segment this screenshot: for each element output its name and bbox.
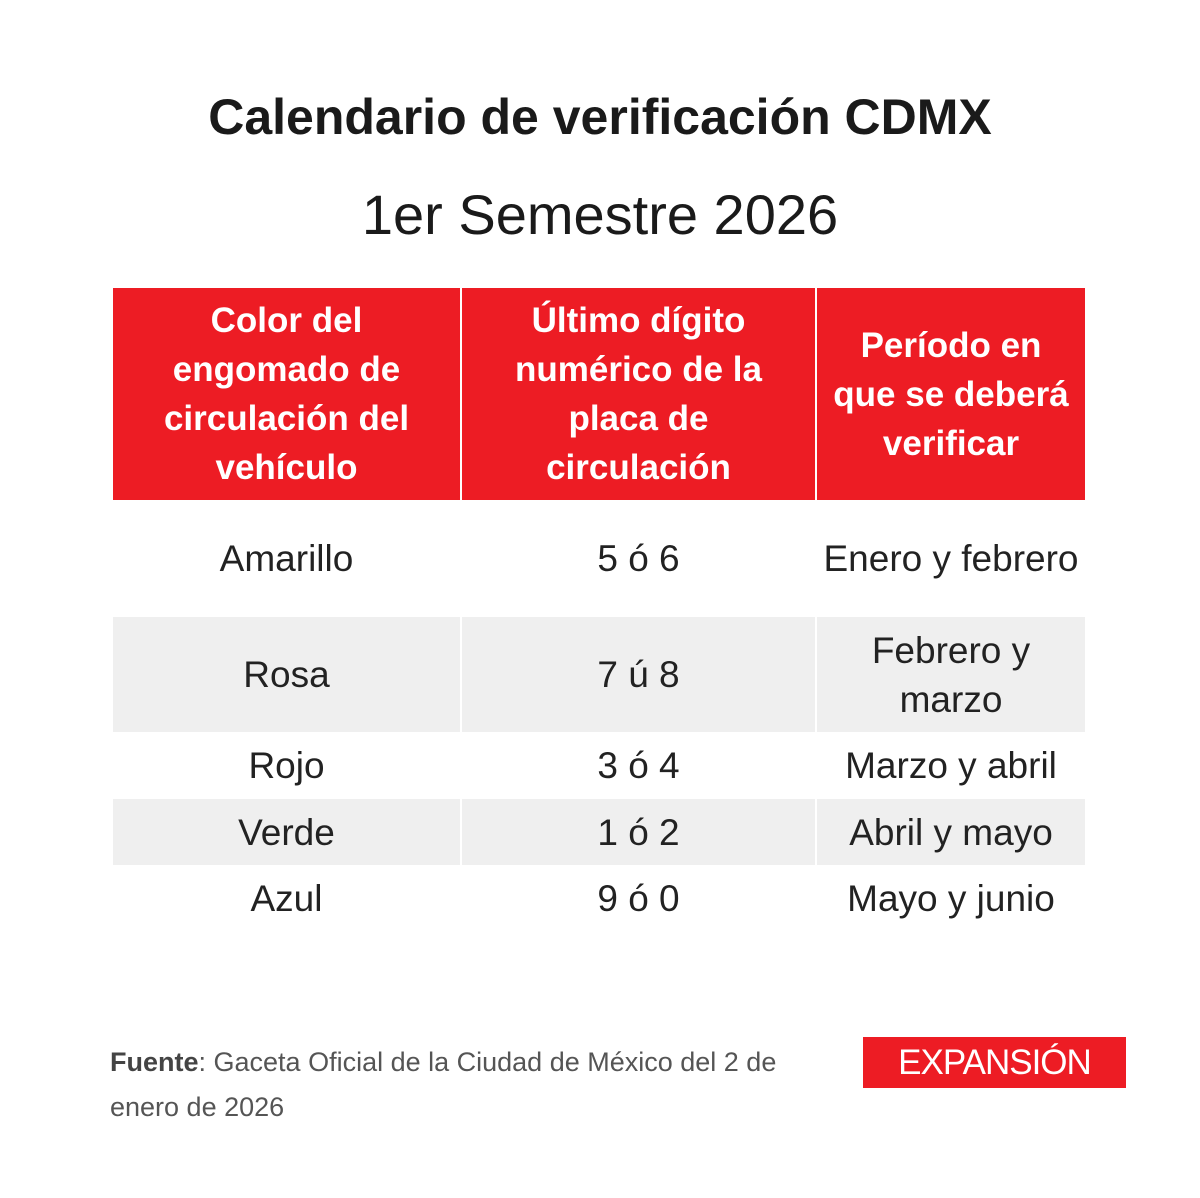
cell-digit: 5 ó 6 xyxy=(461,500,817,617)
cell-period: Enero y febrero xyxy=(823,538,1079,579)
cell-digit: 9 ó 0 xyxy=(461,865,817,932)
table-row: Verde 1 ó 2 Abril y mayo xyxy=(113,799,1085,865)
cell-period: Marzo y abril xyxy=(845,745,1057,786)
cell-period: Mayo y junio xyxy=(847,878,1055,919)
header-period: Período en que se deberá verificar xyxy=(816,288,1085,500)
cell-color: Verde xyxy=(113,799,462,865)
header-digit: Último dígito numérico de la placa de ci… xyxy=(461,288,817,500)
table-row: Rojo 3 ó 4 Marzo y abril xyxy=(113,732,1085,799)
table-header-row: Color del engomado de circulación del ve… xyxy=(113,288,1085,500)
header-color: Color del engomado de circulación del ve… xyxy=(113,288,462,500)
verification-table: Color del engomado de circulación del ve… xyxy=(113,288,1085,932)
cell-digit: 1 ó 2 xyxy=(461,799,817,865)
source-text: : Gaceta Oficial de la Ciudad de México … xyxy=(110,1047,777,1122)
source-label: Fuente xyxy=(110,1047,199,1077)
table-row: Rosa 7 ú 8 Febrero y marzo xyxy=(113,617,1085,732)
cell-color: Rosa xyxy=(113,617,462,732)
table-row: Azul 9 ó 0 Mayo y junio xyxy=(113,865,1085,932)
cell-color: Azul xyxy=(113,865,462,932)
page-title: Calendario de verificación CDMX xyxy=(208,89,992,145)
cell-period: Febrero y marzo xyxy=(816,617,1085,732)
table-row: Amarillo 5 ó 6 Enero y febrero xyxy=(113,500,1085,617)
cell-color: Amarillo xyxy=(113,500,462,617)
cell-digit: 3 ó 4 xyxy=(461,732,817,799)
source-note: Fuente: Gaceta Oficial de la Ciudad de M… xyxy=(110,1040,830,1130)
page-subtitle: 1er Semestre 2026 xyxy=(361,183,839,246)
expansion-logo: EXPANSIÓN xyxy=(863,1037,1126,1088)
cell-period: Abril y mayo xyxy=(816,799,1085,865)
cell-digit: 7 ú 8 xyxy=(461,617,817,732)
cell-color: Rojo xyxy=(113,732,462,799)
